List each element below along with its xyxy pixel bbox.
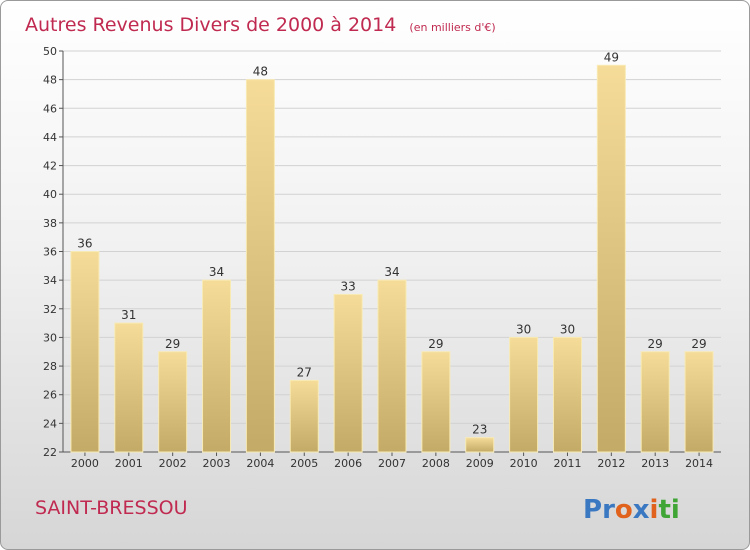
y-tick-label: 24 [43,417,57,430]
data-label: 27 [297,365,312,379]
data-label: 49 [604,50,619,64]
y-tick-label: 32 [43,303,57,316]
logo-letter: i [671,495,680,525]
data-label: 33 [340,279,355,293]
x-tick-label: 2009 [466,457,494,470]
logo-letter: r [602,495,615,525]
data-label: 29 [648,337,663,351]
x-tick-label: 2002 [159,457,187,470]
bar [640,351,670,453]
y-tick-label: 42 [43,160,57,173]
logo-letter: i [650,495,659,525]
bar [596,64,626,453]
chart-title-main: Autres Revenus Divers de 2000 à 2014 [25,14,396,36]
chart-title-unit: (en milliers d'€) [409,21,495,34]
bar [465,437,495,453]
bar [202,279,232,453]
logo-letter: o [615,495,633,525]
labels: 36 31 29 34 48 27 33 34 29 23 30 30 49 29 29 [77,50,706,436]
data-label: 31 [121,308,136,322]
y-tick-label: 28 [43,360,57,373]
bar [509,336,539,453]
y-tick-label: 48 [43,74,57,87]
y-tick-label: 34 [43,274,57,287]
bar [684,351,714,453]
y-tick-label: 40 [43,188,57,201]
data-label: 36 [77,237,92,251]
data-label: 30 [560,322,575,336]
data-label: 30 [516,322,531,336]
logo-letter: t [658,495,670,525]
bar [114,322,144,453]
y-tick-label: 22 [43,446,57,459]
y-tick-label: 38 [43,217,57,230]
data-label: 23 [472,423,487,437]
bar [70,251,100,453]
bar [289,379,319,453]
x-tick-label: 2001 [115,457,143,470]
data-label: 29 [165,337,180,351]
y-tick-label: 44 [43,131,57,144]
x-tick-label: 2003 [203,457,231,470]
bar [552,336,582,453]
x-tick-label: 2010 [510,457,538,470]
bar [333,293,363,453]
x-tick-label: 2012 [597,457,625,470]
data-label: 29 [691,337,706,351]
data-label: 29 [428,337,443,351]
x-tick-label: 2006 [334,457,362,470]
bars [70,64,714,453]
chart-title: Autres Revenus Divers de 2000 à 2014 (en… [25,14,496,36]
place-name: SAINT-BRESSOU [35,497,188,519]
x-tick-label: 2011 [553,457,581,470]
proxiti-logo: Proxiti [583,495,680,525]
logo-letter: x [633,495,650,525]
y-tick-label: 26 [43,389,57,402]
y-tick-label: 30 [43,331,57,344]
x-tick-label: 2005 [290,457,318,470]
y-tick-label: 46 [43,102,57,115]
bar [421,351,451,453]
bar [245,79,275,453]
x-tick-label: 2007 [378,457,406,470]
bar [158,351,188,453]
bar [377,279,407,453]
data-label: 48 [253,65,268,79]
data-label: 34 [384,265,399,279]
x-tick-label: 2013 [641,457,669,470]
x-tick-label: 2004 [246,457,274,470]
logo-letter: P [583,495,602,525]
x-tick-label: 2008 [422,457,450,470]
y-tick-label: 50 [43,45,57,58]
x-tick-label: 2014 [685,457,713,470]
data-label: 34 [209,265,224,279]
x-tick-label: 2000 [71,457,99,470]
y-tick-label: 36 [43,246,57,259]
